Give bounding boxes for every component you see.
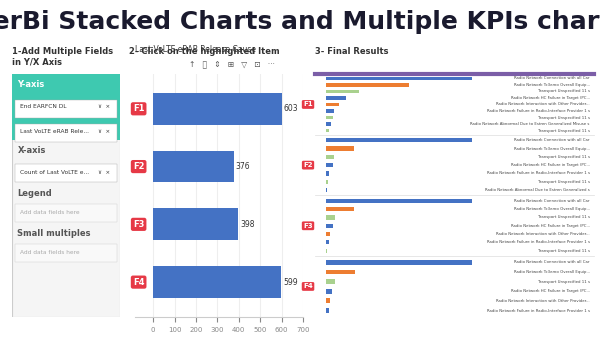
- Text: Small multiples: Small multiples: [17, 229, 91, 239]
- Text: Count of Last VoLTE e...: Count of Last VoLTE e...: [20, 170, 89, 175]
- Text: Radio Network Tc3emo Overall Equip...: Radio Network Tc3emo Overall Equip...: [514, 83, 590, 87]
- Text: Radio Network Tc3emo Overall Equip...: Radio Network Tc3emo Overall Equip...: [514, 147, 590, 151]
- Bar: [326, 289, 332, 294]
- Text: Transport Unspecified 11 s: Transport Unspecified 11 s: [538, 215, 590, 219]
- Bar: [153, 266, 281, 298]
- Text: F3: F3: [303, 223, 313, 229]
- Text: Radio Network Failure in Radio-Interface Provider 1 s: Radio Network Failure in Radio-Interface…: [487, 109, 590, 113]
- Text: Transport Unspecified 11 s: Transport Unspecified 11 s: [538, 180, 590, 184]
- Bar: [326, 207, 355, 211]
- Text: PowerBi Stacked Charts and Multiple KPIs charts(1): PowerBi Stacked Charts and Multiple KPIs…: [0, 10, 600, 34]
- Bar: [326, 215, 335, 220]
- Bar: [15, 124, 117, 142]
- Text: Radio Network Tc3emo Overall Equip...: Radio Network Tc3emo Overall Equip...: [514, 270, 590, 274]
- Text: F4: F4: [303, 283, 313, 289]
- Text: Radio Network Interaction with Other Provider...: Radio Network Interaction with Other Pro…: [496, 232, 590, 236]
- Bar: [326, 103, 340, 106]
- Text: Transport Unspecified 11 s: Transport Unspecified 11 s: [538, 89, 590, 93]
- Text: Radio Network Failure in Radio-Interface Provider 1 s: Radio Network Failure in Radio-Interface…: [487, 240, 590, 244]
- Text: Radio Network Tc3emo Overall Equip...: Radio Network Tc3emo Overall Equip...: [514, 207, 590, 211]
- Bar: [326, 122, 331, 126]
- Bar: [326, 116, 333, 119]
- Bar: [15, 244, 117, 262]
- Text: Last VoLTE eRAB Release Cause: Last VoLTE eRAB Release Cause: [135, 45, 256, 54]
- Text: Radio Network Interaction with Other Provider...: Radio Network Interaction with Other Pro…: [496, 102, 590, 106]
- Text: Transport Unspecified 11 s: Transport Unspecified 11 s: [538, 249, 590, 253]
- Bar: [326, 188, 327, 192]
- Bar: [15, 204, 117, 222]
- Bar: [326, 110, 334, 113]
- Text: Transport Unspecified 11 s: Transport Unspecified 11 s: [538, 155, 590, 159]
- Bar: [326, 249, 328, 253]
- Text: Transport Unspecified 11 s: Transport Unspecified 11 s: [538, 280, 590, 284]
- Bar: [326, 199, 472, 203]
- Text: F3: F3: [133, 220, 145, 229]
- Text: Radio Network HC Failure in Target (PC...: Radio Network HC Failure in Target (PC..…: [511, 96, 590, 100]
- Text: Radio Network Connection with all Car: Radio Network Connection with all Car: [514, 261, 590, 265]
- Bar: [326, 155, 334, 159]
- Text: Last VoLTE eRAB Rele...: Last VoLTE eRAB Rele...: [20, 129, 89, 134]
- Text: ∨  ×: ∨ ×: [98, 129, 110, 134]
- Text: ∨  ×: ∨ ×: [98, 170, 110, 175]
- Bar: [326, 299, 330, 303]
- Bar: [326, 260, 472, 265]
- Text: 599: 599: [283, 278, 298, 286]
- Text: Transport Unspecified 11 s: Transport Unspecified 11 s: [538, 128, 590, 132]
- Bar: [326, 77, 472, 80]
- Text: Radio Network Failure in Radio-Interface Provider 1 s: Radio Network Failure in Radio-Interface…: [487, 308, 590, 312]
- Bar: [326, 180, 328, 184]
- Text: Radio Network Connection with all Car: Radio Network Connection with all Car: [514, 76, 590, 81]
- Text: F2: F2: [133, 162, 145, 171]
- Text: 398: 398: [240, 220, 254, 229]
- Text: Legend: Legend: [17, 189, 52, 198]
- Text: X-axis: X-axis: [17, 146, 46, 155]
- Text: F4: F4: [133, 278, 145, 286]
- Bar: [326, 163, 332, 167]
- Text: Radio Network HC Failure in Target (PC...: Radio Network HC Failure in Target (PC..…: [511, 289, 590, 293]
- Bar: [15, 164, 117, 182]
- Bar: [326, 96, 346, 99]
- Bar: [326, 224, 333, 228]
- Bar: [326, 147, 353, 151]
- Text: Radio Network Connection with all Car: Radio Network Connection with all Car: [514, 199, 590, 203]
- Text: Radio Network Abnormal Due to Estren Generalized Misuse s: Radio Network Abnormal Due to Estren Gen…: [470, 122, 590, 126]
- Text: ⊞: ⊞: [223, 63, 230, 71]
- Bar: [326, 270, 355, 274]
- Text: Transport Unspecified 11 s: Transport Unspecified 11 s: [538, 116, 590, 120]
- Text: 2- Click on the highlighted Item: 2- Click on the highlighted Item: [129, 47, 280, 56]
- Text: F2: F2: [303, 162, 313, 168]
- Text: Radio Network Failure in Radio-Interface Provider 1 s: Radio Network Failure in Radio-Interface…: [487, 172, 590, 176]
- Text: F1: F1: [303, 101, 313, 108]
- Text: 376: 376: [235, 162, 250, 171]
- Bar: [326, 171, 329, 176]
- Text: Radio Network HC Failure in Target (PC...: Radio Network HC Failure in Target (PC..…: [511, 163, 590, 167]
- Text: 1-Add Multiple Fields
in Y/X Axis: 1-Add Multiple Fields in Y/X Axis: [12, 47, 113, 67]
- Bar: [326, 308, 329, 313]
- Bar: [153, 93, 282, 125]
- Text: Add data fields here: Add data fields here: [20, 250, 79, 255]
- Bar: [15, 100, 117, 118]
- Bar: [153, 209, 238, 240]
- Bar: [326, 90, 359, 93]
- Bar: [12, 74, 120, 140]
- Bar: [326, 240, 329, 244]
- Text: ∨  ×: ∨ ×: [98, 104, 110, 110]
- Bar: [326, 279, 335, 284]
- Bar: [326, 129, 329, 132]
- Text: End EARFCN DL: End EARFCN DL: [20, 104, 66, 110]
- Text: F1: F1: [133, 104, 145, 113]
- Text: Y-axis: Y-axis: [17, 80, 44, 89]
- Text: Add data fields here: Add data fields here: [20, 210, 79, 215]
- Text: ↑   ⦿   ⇕   ⊞   ▽   ⊡   ···: ↑ ⦿ ⇕ ⊞ ▽ ⊡ ···: [189, 60, 275, 69]
- Text: 3- Final Results: 3- Final Results: [315, 47, 389, 56]
- Text: Radio Network Connection with all Car: Radio Network Connection with all Car: [514, 138, 590, 142]
- Text: Radio Network Interaction with Other Provider...: Radio Network Interaction with Other Pro…: [496, 299, 590, 303]
- Bar: [326, 232, 330, 236]
- Text: Radio Network HC Failure in Target (PC...: Radio Network HC Failure in Target (PC..…: [511, 224, 590, 228]
- Bar: [153, 151, 233, 182]
- Bar: [326, 138, 472, 142]
- Text: Radio Network Abnormal Due to Estren Generalized s: Radio Network Abnormal Due to Estren Gen…: [485, 188, 590, 192]
- Bar: [326, 83, 409, 87]
- Text: 603: 603: [284, 104, 299, 113]
